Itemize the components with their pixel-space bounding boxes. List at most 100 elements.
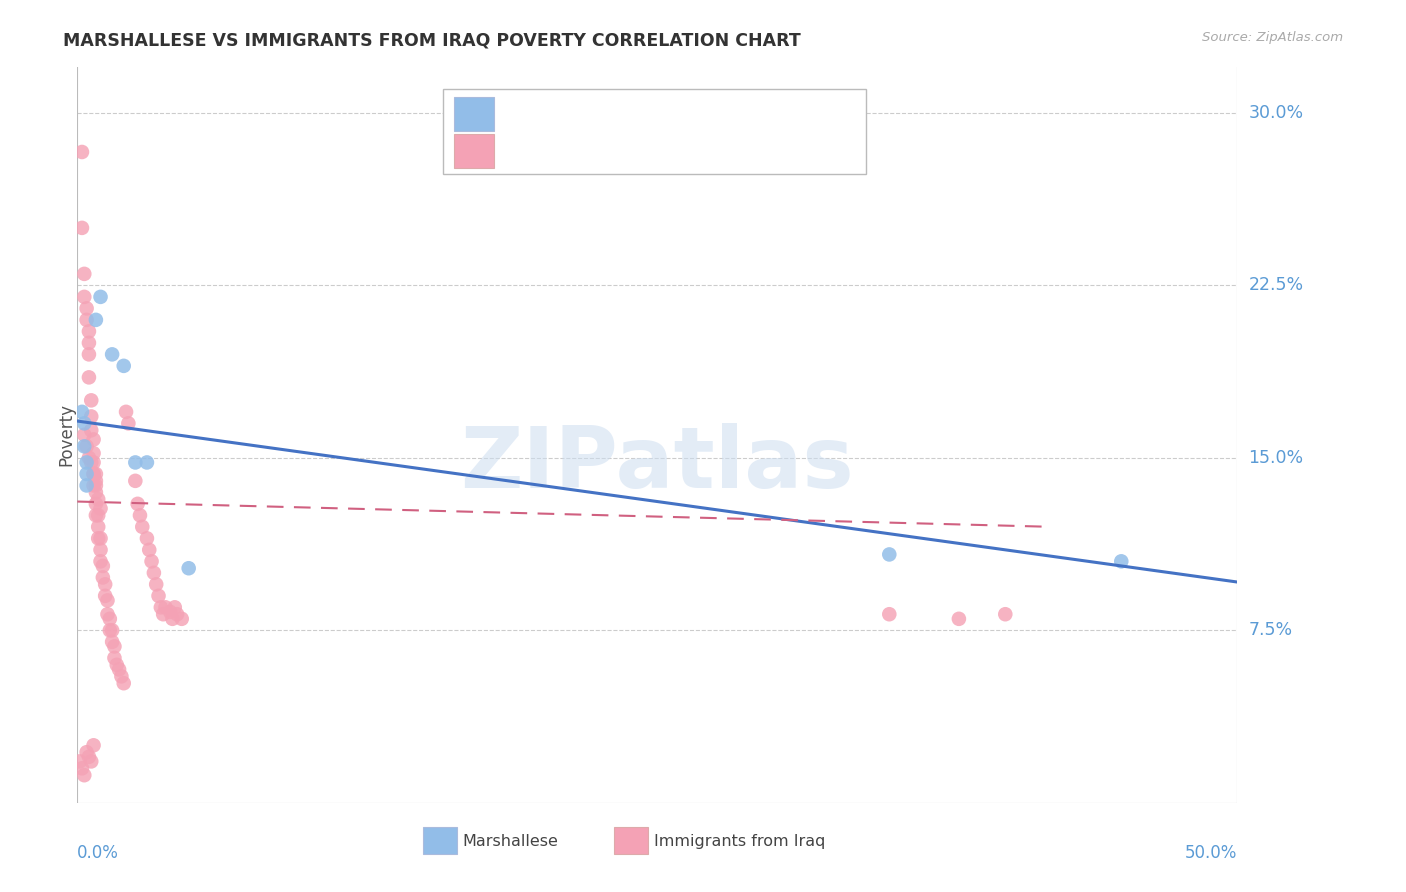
Point [90,501,111,516]
Point [177,561,200,575]
Point [76,478,98,492]
Text: 30.0%: 30.0% [1249,103,1303,122]
Point [90,542,111,557]
Point [131,520,153,534]
Point [117,417,139,431]
Point [103,640,125,654]
Text: R = -0.406: R = -0.406 [503,105,599,123]
Point [77,370,100,384]
FancyBboxPatch shape [423,827,457,855]
FancyBboxPatch shape [443,89,866,174]
Point [87,532,110,546]
Point [90,290,111,304]
Point [87,520,110,534]
Point [108,662,131,676]
Point [1111,554,1133,568]
Point [73,439,96,453]
Point [70,405,93,419]
Point [127,497,149,511]
Point [70,761,93,775]
FancyBboxPatch shape [454,134,494,168]
Text: 0.0%: 0.0% [77,844,120,863]
Point [73,768,96,782]
Point [84,474,107,488]
Point [73,417,96,431]
Point [83,446,105,460]
Point [69,755,91,769]
Point [76,301,98,316]
Point [112,359,135,373]
Text: N = 15: N = 15 [696,105,763,123]
Point [84,313,107,327]
FancyBboxPatch shape [614,827,648,855]
Text: Source: ZipAtlas.com: Source: ZipAtlas.com [1202,31,1343,45]
Point [145,577,167,591]
Point [77,450,100,465]
Point [87,492,110,507]
Point [948,612,970,626]
Point [83,467,105,481]
Text: N = 83: N = 83 [696,142,763,160]
Point [90,554,111,568]
Point [124,455,146,469]
Point [159,605,181,619]
Point [91,570,114,584]
Point [96,593,118,607]
Point [83,478,105,492]
Point [77,335,100,350]
Text: Immigrants from Iraq: Immigrants from Iraq [654,833,825,848]
Point [162,612,184,626]
Point [96,607,118,622]
Point [877,548,901,562]
Point [90,532,111,546]
Point [73,427,96,442]
Text: ZIPatlas: ZIPatlas [460,423,855,506]
Point [94,577,117,591]
Point [149,600,172,615]
Point [70,220,93,235]
Text: 50.0%: 50.0% [1185,844,1237,863]
Point [115,405,138,419]
FancyBboxPatch shape [454,97,494,131]
Point [80,455,103,469]
Point [87,508,110,523]
Point [94,589,117,603]
Point [141,554,163,568]
Point [101,347,124,361]
Point [84,508,107,523]
Text: R = -0.044: R = -0.044 [503,142,600,160]
Y-axis label: Poverty: Poverty [58,403,75,467]
Point [77,347,100,361]
Point [98,612,121,626]
Text: Marshallese: Marshallese [463,833,558,848]
Point [110,669,132,683]
Point [80,393,103,408]
Point [98,624,121,638]
Point [80,409,103,424]
Point [84,467,107,481]
Point [136,455,159,469]
Point [76,455,98,469]
Point [101,635,124,649]
Point [142,566,165,580]
Point [70,145,93,159]
Text: 15.0%: 15.0% [1249,449,1303,467]
Point [103,651,125,665]
Point [148,589,170,603]
Point [80,755,103,769]
Point [76,439,98,453]
Point [152,607,174,622]
Point [83,739,105,753]
Point [112,676,135,690]
Point [83,433,105,447]
Point [80,423,103,437]
Point [73,290,96,304]
Point [73,267,96,281]
Point [84,497,107,511]
Point [84,478,107,492]
Point [166,607,188,622]
Point [77,749,100,764]
Point [105,657,128,672]
Point [101,624,124,638]
Point [136,532,159,546]
